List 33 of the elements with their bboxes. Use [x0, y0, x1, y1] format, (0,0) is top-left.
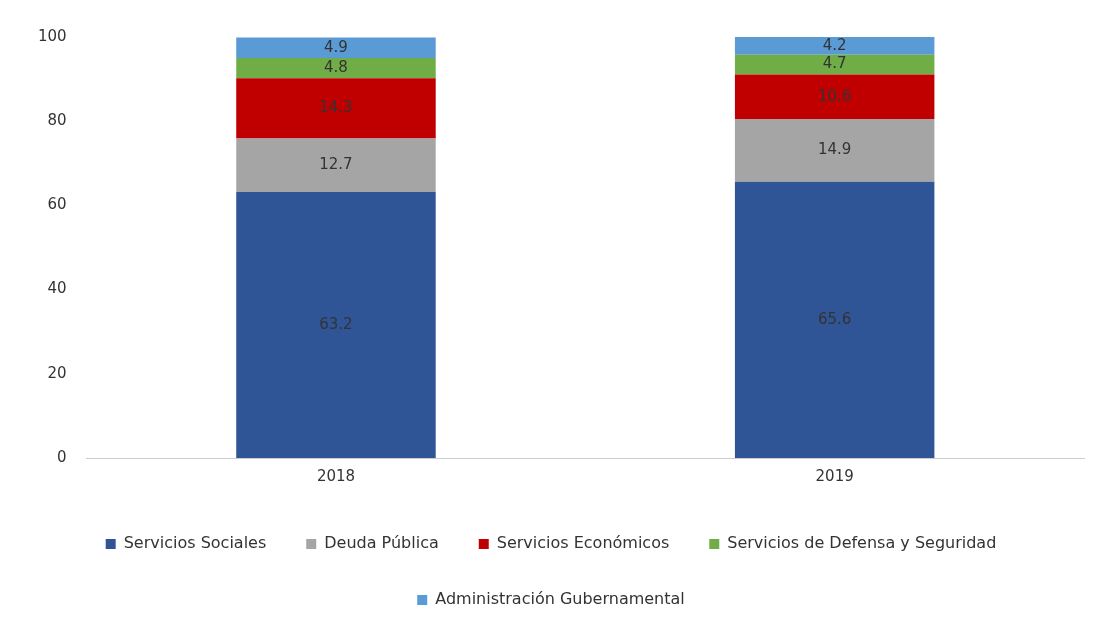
bar [236, 191, 436, 458]
x-tick-label: 2018 [316, 466, 356, 485]
bar [734, 181, 935, 458]
y-tick-label: 20 [47, 363, 67, 382]
y-tick-label: 0 [57, 447, 67, 466]
data-label: 4.7 [822, 54, 847, 73]
bar [236, 78, 436, 139]
data-label: 65.6 [817, 309, 852, 328]
data-label: 10.6 [817, 86, 852, 105]
data-label: 14.3 [319, 98, 353, 117]
legend-label: Administración Gubernamental [435, 589, 685, 609]
bar [734, 119, 935, 182]
data-label: 4.8 [324, 58, 348, 77]
bar [734, 54, 935, 75]
y-tick-label: 100 [37, 26, 67, 45]
bar [236, 37, 436, 59]
legend-label: Servicios de Defensa y Seguridad [727, 533, 997, 553]
data-label: 14.9 [817, 140, 852, 159]
y-tick-label: 40 [47, 279, 67, 298]
x-tick-label: 2019 [815, 466, 854, 485]
y-tick-label: 60 [47, 195, 67, 214]
legend-label: Servicios Económicos [496, 533, 670, 553]
data-label: 63.2 [319, 314, 353, 333]
data-label: 4.9 [324, 37, 348, 56]
bar [236, 138, 436, 192]
data-label: 4.2 [822, 35, 847, 54]
y-tick-label: 80 [47, 111, 67, 130]
legend-label: Servicios Sociales [123, 533, 267, 553]
bar [734, 74, 935, 120]
data-label: 12.7 [319, 155, 353, 174]
bar [236, 58, 436, 79]
bar [734, 37, 935, 55]
legend-label: Deuda Pública [324, 533, 439, 553]
